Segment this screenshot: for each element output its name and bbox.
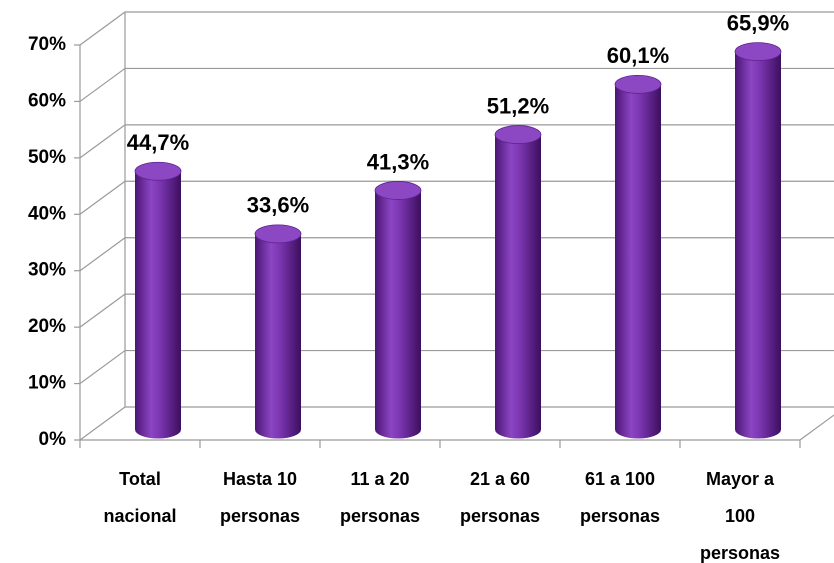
x-tick-label: 61 a 100 (585, 469, 655, 489)
y-tick-label: 50% (28, 147, 66, 168)
bar-top (374, 181, 422, 200)
bar-top (614, 74, 662, 94)
x-tick-label: personas (340, 506, 420, 526)
bar (494, 125, 542, 439)
bar (614, 74, 662, 439)
bar-top (254, 224, 302, 244)
data-label: 33,6% (247, 193, 309, 218)
bar-top (734, 42, 782, 62)
x-tick-label: personas (220, 506, 300, 526)
x-tick-label: 21 a 60 (470, 469, 530, 489)
bar-top (134, 161, 182, 181)
bar (134, 161, 182, 439)
grid-line (79, 406, 834, 441)
y-tick-label: 20% (28, 316, 66, 337)
grid (74, 11, 834, 448)
x-tick-label: 100 (725, 506, 755, 526)
x-tick-label: Mayor a (706, 469, 775, 489)
bar-body (615, 84, 661, 439)
data-label: 44,7% (127, 130, 189, 155)
y-tick-label: 60% (28, 90, 66, 111)
data-label: 65,9% (727, 10, 789, 35)
y-tick-label: 10% (28, 373, 66, 394)
grid-line (79, 349, 834, 385)
bar (374, 181, 422, 439)
x-tick-label: personas (580, 506, 660, 526)
grid-line (79, 180, 834, 215)
x-tick-label: personas (460, 506, 540, 526)
x-tick-label: Total (119, 469, 161, 489)
bar-body (735, 51, 781, 439)
bars (134, 42, 782, 439)
floor-right-edge (799, 414, 834, 441)
bar-body (495, 134, 541, 439)
grid-line (79, 11, 834, 46)
data-label: 51,2% (487, 93, 549, 118)
bar (734, 42, 782, 439)
y-tick-label: 0% (39, 429, 67, 450)
bar-body (135, 171, 181, 439)
x-tick-label: 11 a 20 (350, 469, 409, 489)
x-tick-label: nacional (103, 506, 176, 526)
bar-body (375, 190, 421, 439)
x-tick-label: personas (700, 543, 780, 563)
bar (254, 224, 302, 439)
data-label: 60,1% (607, 43, 669, 68)
y-tick-label: 70% (28, 34, 66, 55)
grid-line (79, 237, 834, 272)
bar-body (255, 233, 301, 439)
y-tick-label: 40% (28, 203, 66, 224)
grid-line (79, 124, 834, 159)
data-label: 41,3% (367, 149, 429, 174)
y-tick-label: 30% (28, 260, 66, 281)
x-tick-label: Hasta 10 (223, 469, 297, 489)
bar-top (494, 125, 542, 144)
grid-line (79, 67, 834, 102)
grid-line (79, 293, 834, 328)
